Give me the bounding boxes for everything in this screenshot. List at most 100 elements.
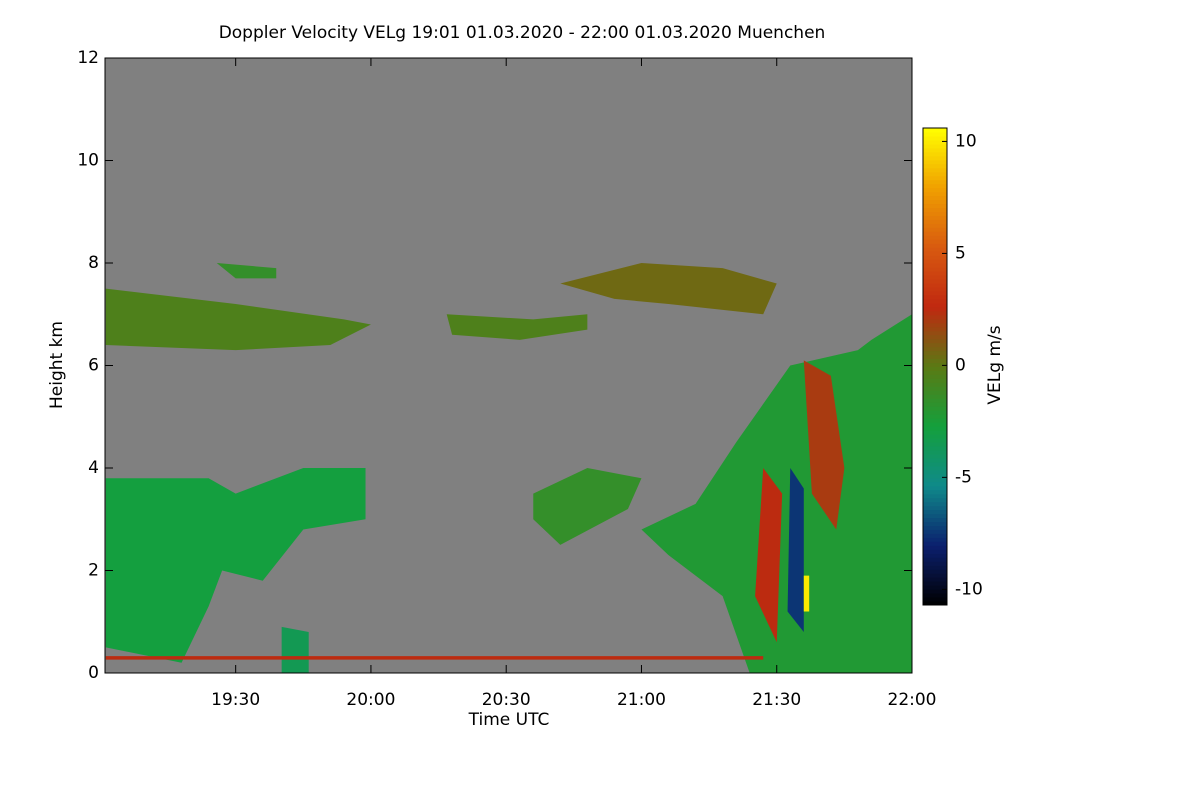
colorbar-cell: [923, 318, 947, 324]
colorbar-cell: [923, 223, 947, 228]
x-tick-label: 20:00: [346, 690, 395, 710]
colorbar-cell: [923, 203, 947, 208]
colorbar-cell: [923, 422, 947, 427]
y-tick-label: 0: [88, 663, 99, 683]
colorbar-cell: [923, 354, 947, 360]
colorbar-cell: [923, 406, 947, 411]
colorbar-cell: [923, 255, 947, 260]
colorbar-cell: [923, 410, 947, 415]
colorbar-cell: [923, 171, 947, 177]
velocity-region: [216, 263, 277, 279]
colorbar-cell: [923, 525, 947, 530]
chart-title: Doppler Velocity VELg 19:01 01.03.2020 -…: [219, 23, 826, 43]
colorbar-cell: [923, 231, 947, 236]
colorbar-cell: [923, 581, 947, 586]
colorbar-cell: [923, 302, 947, 308]
velocity-region: [105, 288, 371, 351]
colorbar-cell: [923, 438, 947, 443]
colorbar-cell: [923, 191, 947, 197]
colorbar-cell: [923, 513, 947, 519]
colorbar-cell: [923, 446, 947, 451]
colorbar-cell: [923, 235, 947, 240]
velocity-region: [533, 468, 642, 545]
colorbar-cell: [923, 290, 947, 296]
colorbar-cell: [923, 263, 947, 268]
colorbar-cell: [923, 557, 947, 562]
colorbar-cell: [923, 457, 947, 463]
colorbar-cell: [923, 219, 947, 224]
x-tick-label: 20:30: [482, 690, 531, 710]
x-tick-label: 21:00: [617, 690, 666, 710]
colorbar-cell: [923, 394, 947, 399]
colorbar-cell: [923, 418, 947, 423]
colorbar-cell: [923, 326, 947, 332]
colorbar-cell: [923, 553, 947, 558]
velocity-region: [803, 360, 845, 530]
colorbar-cell: [923, 358, 947, 364]
colorbar-cell: [923, 374, 947, 379]
colorbar-cell: [923, 239, 947, 244]
colorbar-cell: [923, 143, 947, 149]
colorbar-cell: [923, 187, 947, 193]
colorbar-cell: [923, 549, 947, 554]
colorbar-cell: [923, 489, 947, 495]
colorbar-tick-label: 5: [955, 243, 966, 263]
colorbar-cell: [923, 346, 947, 352]
colorbar-cell: [923, 147, 947, 153]
colorbar-cell: [923, 529, 947, 534]
colorbar-cell: [923, 287, 947, 292]
velocity-region: [560, 263, 777, 315]
colorbar-cell: [923, 135, 947, 141]
colorbar-cell: [923, 251, 947, 256]
colorbar-cell: [923, 545, 947, 550]
colorbar-cell: [923, 398, 947, 403]
colorbar-cell: [923, 569, 947, 574]
y-tick-label: 8: [88, 253, 99, 273]
y-tick-label: 10: [77, 151, 99, 171]
colorbar-cell: [923, 163, 947, 169]
colorbar-cell: [923, 453, 947, 459]
colorbar-cell: [923, 505, 947, 511]
colorbar-cell: [923, 589, 947, 594]
colorbar-cell: [923, 267, 947, 272]
colorbar-cell: [923, 211, 947, 216]
colorbar-cell: [923, 541, 947, 546]
x-tick-label: 22:00: [888, 690, 937, 710]
colorbar-cell: [923, 322, 947, 328]
colorbar-cell: [923, 414, 947, 419]
colorbar-cell: [923, 461, 947, 467]
colorbar-cell: [923, 481, 947, 487]
colorbar-cell: [923, 493, 947, 499]
colorbar-cell: [923, 179, 947, 185]
y-tick-label: 12: [77, 48, 99, 68]
colorbar-cell: [923, 509, 947, 515]
colorbar-cell: [923, 473, 947, 479]
colorbar-cell: [923, 537, 947, 542]
colorbar-cell: [923, 561, 947, 566]
colorbar-cell: [923, 593, 947, 598]
velocity-region: [787, 468, 804, 632]
colorbar-cell: [923, 151, 947, 157]
colorbar-label: VELg m/s: [985, 325, 1005, 404]
colorbar-cell: [923, 279, 947, 284]
colorbar-cell: [923, 362, 947, 367]
colorbar-cell: [923, 175, 947, 181]
velocity-region: [105, 656, 764, 660]
y-tick-label: 2: [88, 561, 99, 581]
colorbar-cell: [923, 430, 947, 435]
colorbar-tick-label: 0: [955, 355, 966, 375]
colorbar-cell: [923, 366, 947, 371]
x-tick-label: 21:30: [752, 690, 801, 710]
colorbar-cell: [923, 131, 947, 137]
colorbar-cell: [923, 565, 947, 570]
velocity-region: [281, 626, 309, 673]
colorbar-cell: [923, 342, 947, 348]
colorbar-cell: [923, 215, 947, 220]
colorbar-cell: [923, 243, 947, 248]
colorbar-cell: [923, 259, 947, 264]
colorbar-cell: [923, 283, 947, 288]
colorbar-cell: [923, 155, 947, 161]
colorbar-cell: [923, 199, 947, 205]
colorbar-cell: [923, 310, 947, 316]
